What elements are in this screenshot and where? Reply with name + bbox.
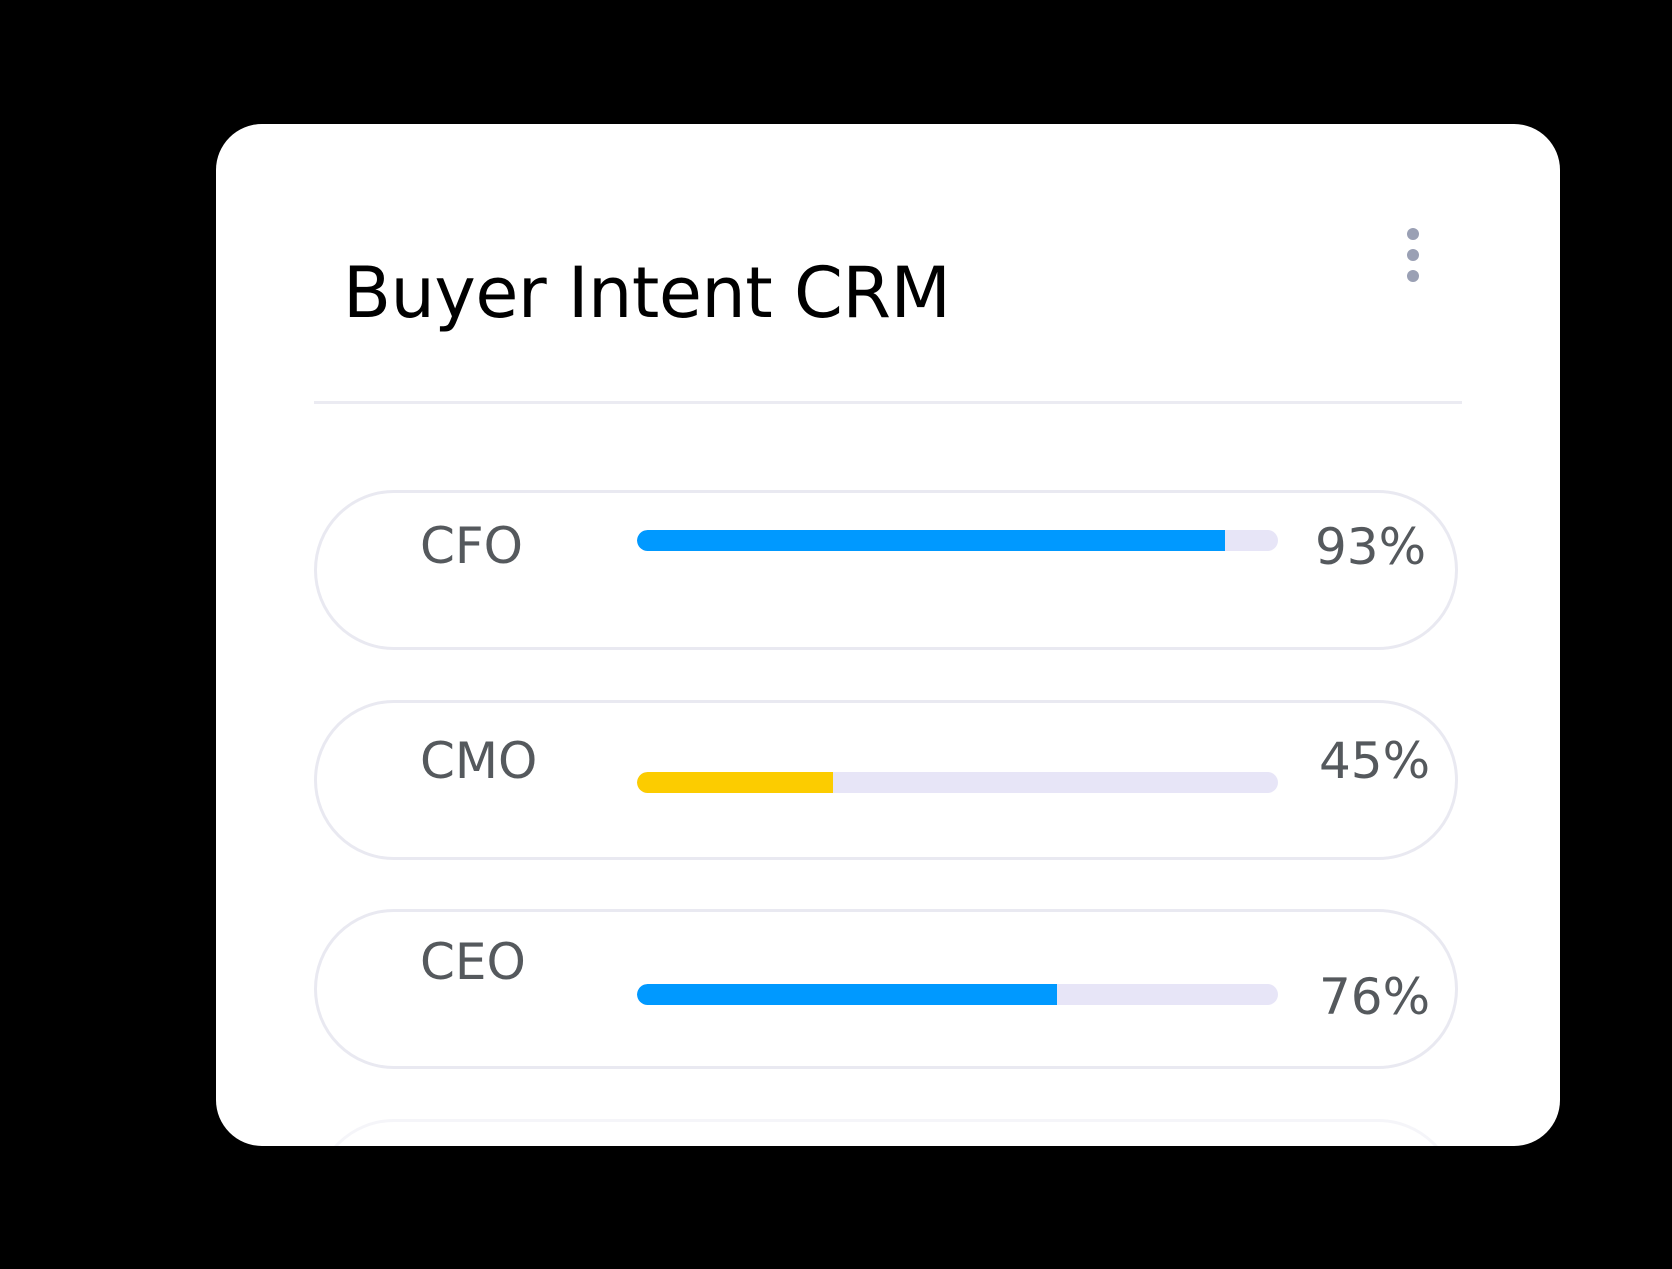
more-vertical-icon-dot [1407, 270, 1419, 282]
intent-percent: 76% [1319, 968, 1431, 1026]
intent-row-ceo[interactable]: CEO 76% [314, 909, 1458, 1069]
intent-percent: 45% [1319, 732, 1431, 790]
intent-progress-fill [637, 530, 1226, 551]
card-title: Buyer Intent CRM [343, 252, 951, 334]
role-label: CFO [420, 517, 524, 575]
more-vertical-icon-dot [1407, 249, 1419, 261]
intent-progress-fill [637, 772, 834, 793]
intent-progress-fill [637, 984, 1057, 1005]
role-label: CMO [420, 732, 538, 790]
buyer-intent-card: Buyer Intent CRM CFO 93% CMO 45% CEO 76% [216, 124, 1560, 1146]
role-label: CEO [420, 933, 526, 991]
intent-row-cfo[interactable]: CFO 93% [314, 490, 1458, 650]
more-vertical-icon [1407, 228, 1419, 240]
intent-progress-track [637, 984, 1278, 1005]
intent-progress-track [637, 772, 1278, 793]
intent-row-cmo[interactable]: CMO 45% [314, 700, 1458, 860]
intent-progress-track [637, 530, 1278, 551]
more-options-button[interactable] [1399, 228, 1427, 304]
header-divider [314, 401, 1462, 404]
intent-row-partial [314, 1119, 1458, 1146]
intent-percent: 93% [1315, 518, 1427, 576]
